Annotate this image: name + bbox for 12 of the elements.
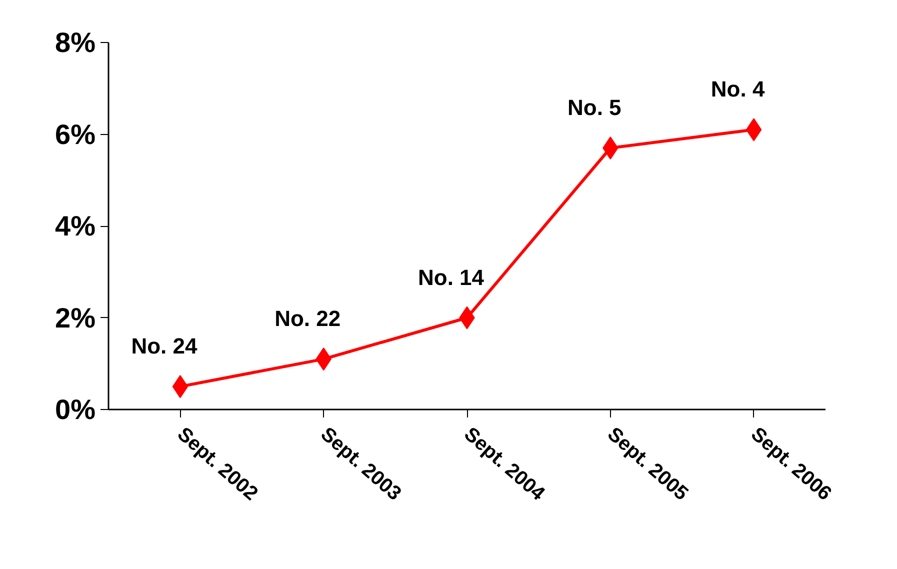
point [172,375,188,398]
y-tick-label: 8% [55,27,96,58]
annotation: No. 24 [131,334,198,359]
annotation: No. 22 [274,306,341,332]
y-tick-label: 0% [55,394,96,425]
annotation: No. 5 [568,95,622,120]
annotation: No. 14 [418,264,485,290]
y-tick-label: 6% [55,118,96,150]
y-tick-label: 2% [55,302,96,334]
point [746,118,762,142]
annotation: No. 4 [710,76,766,102]
y-tick-label: 4% [55,210,96,242]
